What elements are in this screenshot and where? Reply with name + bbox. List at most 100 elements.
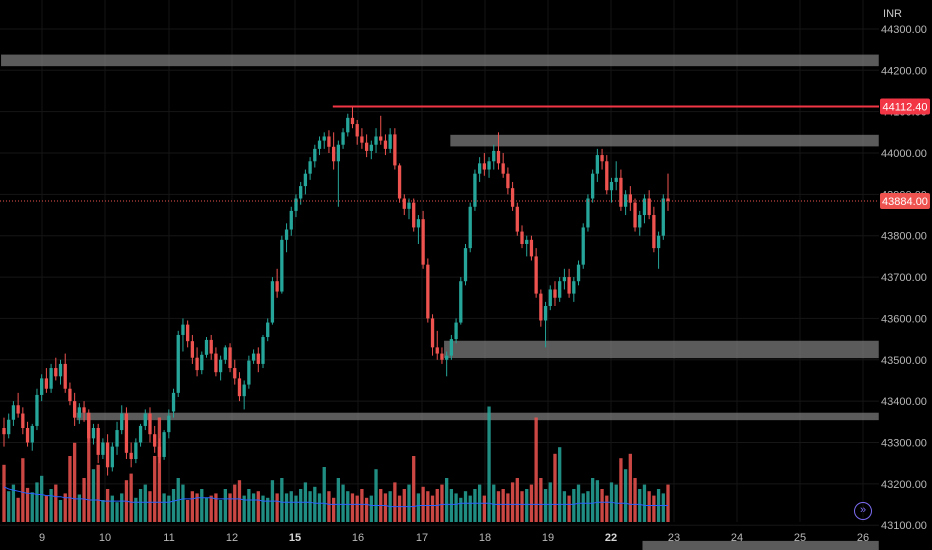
candle-body: [327, 136, 331, 147]
candle-body: [666, 198, 670, 201]
candle-body: [440, 353, 444, 360]
candle-body: [11, 405, 16, 420]
volume-bar: [54, 484, 58, 522]
volume-bar: [153, 456, 157, 522]
volume-bar: [374, 469, 378, 522]
price-axis-tick-label: 43800.00: [881, 231, 927, 243]
candle-body: [77, 407, 81, 418]
volume-bar: [242, 495, 246, 522]
candle-body: [430, 318, 435, 348]
volume-bar: [87, 417, 91, 522]
candle-body: [341, 132, 345, 145]
candle-body: [261, 337, 265, 364]
volume-bar: [430, 495, 435, 522]
candle-body: [251, 353, 256, 361]
candle-body: [200, 354, 204, 371]
zones-layer: [1, 54, 879, 550]
candle-body: [558, 281, 562, 298]
price-axis-tick-label: 43300.00: [881, 437, 927, 449]
price-tag-background: [880, 192, 930, 209]
volume-bar: [195, 493, 199, 522]
candle-body: [510, 188, 515, 207]
volume-bar: [407, 484, 411, 522]
volume-bar: [369, 495, 373, 522]
volume-bar: [402, 489, 406, 522]
time-axis-tick-label: 24: [731, 532, 743, 544]
volume-bar: [247, 489, 251, 522]
volume-bar: [492, 484, 496, 522]
volume-bar: [181, 484, 185, 522]
volume-bar: [251, 493, 256, 522]
candle-body: [656, 235, 661, 249]
candle-body: [228, 347, 232, 369]
volume-bar: [171, 489, 176, 522]
volume-bar: [459, 497, 463, 522]
candle-body: [360, 136, 364, 143]
candle-body: [454, 322, 458, 340]
candle-body: [237, 378, 242, 397]
candle-body: [638, 215, 642, 228]
candle-body: [148, 413, 152, 435]
volume-bar: [426, 491, 430, 522]
currency-label: INR: [883, 8, 902, 20]
candle-body: [289, 210, 293, 230]
candle-body: [379, 136, 383, 141]
time-axis[interactable]: 9 10 11 12 15 16 17 18 19 22 23 24 25 26: [39, 532, 869, 544]
volume-ma-layer: [3, 486, 668, 508]
candle-body: [72, 401, 77, 418]
volume-bar: [40, 475, 44, 522]
volume-bar: [652, 495, 656, 522]
volume-bar: [280, 478, 284, 522]
candle-body: [2, 428, 6, 435]
candle-body: [459, 281, 463, 323]
candle-body: [576, 264, 581, 282]
candle-body: [515, 206, 519, 232]
volume-bar: [49, 489, 53, 522]
volume-bar: [364, 497, 369, 522]
candle-body: [308, 161, 312, 174]
goto-realtime-button[interactable]: »: [854, 502, 872, 520]
volume-bar: [35, 482, 39, 522]
price-axis-tick-label: 43200.00: [881, 479, 927, 491]
price-axis-tick-label: 44200.00: [881, 65, 927, 77]
volume-bar: [327, 491, 331, 522]
volume-bar: [496, 491, 501, 522]
volume-bar: [525, 489, 529, 522]
candle-body: [426, 264, 430, 319]
candle-body: [492, 150, 496, 162]
time-axis-tick-label: 15: [289, 532, 301, 544]
volume-bar: [336, 478, 341, 522]
candle-body: [548, 289, 552, 307]
volume-bar: [200, 489, 204, 522]
volume-bar: [591, 478, 595, 522]
candle-body: [40, 378, 44, 395]
volume-bar: [440, 484, 444, 522]
candle-body: [525, 239, 529, 244]
candle-body: [204, 339, 209, 355]
volume-bar: [143, 484, 147, 522]
volume-bar: [218, 500, 223, 522]
candle-body: [167, 415, 171, 433]
time-axis-tick-label: 10: [99, 532, 111, 544]
volume-bar: [468, 495, 472, 522]
volume-bar: [299, 489, 303, 522]
price-tag-label: 44112.40: [882, 102, 927, 114]
candle-body: [572, 281, 576, 294]
volume-bar: [209, 495, 213, 522]
volume-bar: [72, 442, 77, 522]
volume-bar: [506, 493, 510, 522]
candle-body: [520, 231, 524, 244]
candle-body: [501, 163, 505, 174]
candle-body: [171, 392, 176, 412]
volume-bar: [647, 491, 651, 522]
candle-body: [346, 117, 350, 133]
volume-bar: [233, 484, 237, 522]
price-axis-tick-label: 43400.00: [881, 396, 927, 408]
grid-layer: [0, 0, 879, 526]
volume-bar: [412, 456, 416, 522]
volume-bar: [77, 494, 81, 522]
candle-body: [105, 442, 110, 468]
candle-body: [129, 452, 133, 460]
volume-bar: [186, 500, 190, 522]
